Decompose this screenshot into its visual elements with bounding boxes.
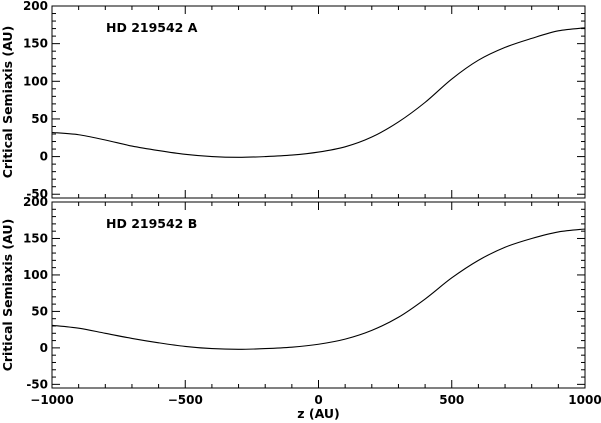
y-axis-title: Critical Semiaxis (AU) [0, 26, 15, 179]
x-axis-title: z (AU) [297, 406, 340, 421]
y-tick-label: 100 [23, 268, 48, 282]
y-tick-label: 100 [23, 74, 48, 88]
y-tick-label: 150 [23, 231, 48, 245]
y-tick-label: 150 [23, 37, 48, 51]
y-tick-label: -50 [26, 377, 48, 391]
chart-panel-2: -50 0 50 100 150 200 −1000 −500 0 500 1000 Critical… [0, 195, 601, 421]
y-tick-label: 50 [31, 304, 48, 318]
y-tick-label: 0 [40, 341, 48, 355]
series-line [51, 228, 586, 350]
y-tick-label: 50 [31, 112, 48, 126]
y-tick-label: 200 [23, 195, 48, 209]
series-line [51, 27, 586, 158]
y-tick-label: 200 [23, 0, 48, 13]
y-tick-label: 0 [40, 150, 48, 164]
x-tick-label: 1000 [568, 393, 601, 407]
x-tick-label: 500 [439, 393, 464, 407]
panel-label: HD 219542 B [106, 216, 197, 231]
x-tick-label: −500 [168, 393, 203, 407]
chart-panel-1: -50 0 50 100 150 200 Critical Semiaxis (AU) HD … [0, 0, 586, 201]
y-tick-label: -50 [26, 187, 48, 201]
x-tick-label: 0 [314, 393, 322, 407]
panel-label: HD 219542 A [106, 20, 198, 35]
y-axis-title: Critical Semiaxis (AU) [0, 219, 15, 372]
x-tick-label: −1000 [30, 393, 73, 407]
